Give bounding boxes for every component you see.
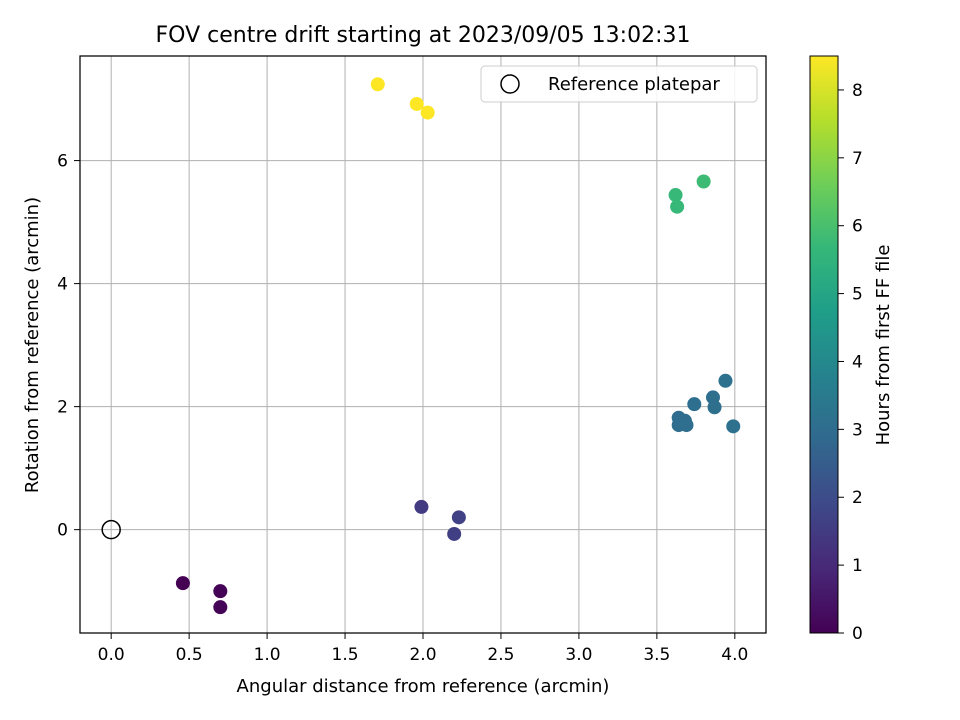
y-tick-label: 6 bbox=[57, 152, 68, 172]
data-point bbox=[670, 199, 685, 214]
colorbar: 0 1 2 3 4 5 6 7 8 Hours from first FF file bbox=[809, 55, 894, 644]
colorbar-tick-label: 5 bbox=[852, 285, 863, 305]
y-axis-label: Rotation from reference (arcmin) bbox=[22, 197, 43, 493]
colorbar-tick-label: 7 bbox=[852, 149, 863, 169]
x-tick-label: 1.5 bbox=[332, 645, 359, 665]
data-point bbox=[420, 105, 435, 120]
y-tick-label: 4 bbox=[57, 275, 68, 295]
legend-label: Reference platepar bbox=[548, 74, 720, 95]
data-point bbox=[213, 584, 228, 599]
data-point bbox=[447, 526, 462, 541]
x-tick-label: 3.0 bbox=[565, 645, 592, 665]
data-points bbox=[175, 77, 741, 615]
data-point bbox=[707, 400, 722, 415]
colorbar-ticks: 0 1 2 3 4 5 6 7 8 bbox=[838, 81, 863, 644]
legend: Reference platepar bbox=[480, 65, 758, 103]
plot-frame bbox=[79, 55, 767, 634]
data-point bbox=[213, 600, 228, 615]
data-point bbox=[726, 419, 741, 434]
colorbar-label: Hours from first FF file bbox=[873, 245, 894, 446]
x-tick-label: 3.5 bbox=[643, 645, 670, 665]
data-point bbox=[175, 576, 190, 591]
colorbar-tick-label: 3 bbox=[852, 420, 863, 440]
x-ticks: 0.0 0.5 1.0 1.5 2.0 2.5 3.0 3.5 4.0 bbox=[98, 633, 748, 665]
x-axis-label: Angular distance from reference (arcmin) bbox=[237, 676, 610, 697]
data-point bbox=[370, 77, 385, 92]
x-tick-label: 0.0 bbox=[98, 645, 125, 665]
data-point bbox=[409, 96, 424, 111]
x-tick-label: 1.0 bbox=[254, 645, 281, 665]
data-point bbox=[414, 499, 429, 514]
data-point bbox=[451, 510, 466, 525]
data-point bbox=[679, 418, 694, 433]
colorbar-tick-label: 0 bbox=[852, 624, 863, 644]
data-point bbox=[696, 174, 711, 189]
y-ticks: 0 2 4 6 bbox=[57, 152, 80, 541]
colorbar-tick-label: 6 bbox=[852, 217, 863, 237]
colorbar-gradient bbox=[809, 55, 839, 634]
data-point bbox=[668, 188, 683, 203]
chart-title: FOV centre drift starting at 2023/09/05 … bbox=[156, 23, 691, 48]
data-point bbox=[718, 373, 733, 388]
data-point bbox=[687, 397, 702, 412]
reference-platepar-marker bbox=[101, 519, 121, 540]
x-tick-label: 2.0 bbox=[409, 645, 436, 665]
colorbar-tick-label: 2 bbox=[852, 488, 863, 508]
x-tick-label: 4.0 bbox=[721, 645, 748, 665]
x-tick-label: 2.5 bbox=[487, 645, 514, 665]
colorbar-tick-label: 4 bbox=[852, 352, 863, 372]
colorbar-tick-label: 1 bbox=[852, 556, 863, 576]
legend-reference-marker bbox=[500, 74, 520, 94]
reference-marker-group bbox=[101, 519, 121, 540]
colorbar-tick-label: 8 bbox=[852, 81, 863, 101]
y-tick-label: 2 bbox=[57, 398, 68, 418]
grid-lines bbox=[80, 56, 766, 633]
legend-box bbox=[480, 65, 758, 103]
x-tick-label: 0.5 bbox=[176, 645, 203, 665]
y-tick-label: 0 bbox=[57, 521, 68, 541]
